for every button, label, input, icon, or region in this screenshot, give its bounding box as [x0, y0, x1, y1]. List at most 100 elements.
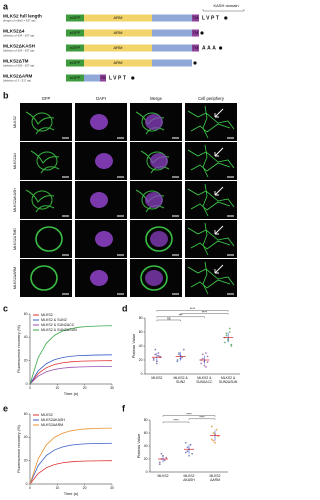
legend-label: MLKS2 & SUN2ΔSUN — [41, 328, 77, 332]
tail-seq: LVPT — [109, 76, 127, 82]
data-point — [178, 352, 180, 354]
tail-seq: AAA — [202, 46, 217, 52]
dapi-signal — [150, 153, 168, 169]
y-tick-label: 20 — [24, 359, 28, 363]
y-tick-label: 60 — [144, 431, 148, 435]
gfp-signal — [30, 150, 60, 174]
x-tick-label: 0 — [29, 486, 31, 490]
legend-label: MLKS2ΔARM — [41, 423, 63, 427]
arrow — [214, 186, 224, 196]
micrograph — [20, 220, 72, 258]
arrow — [214, 108, 224, 118]
data-point — [165, 456, 168, 459]
data-point — [215, 428, 218, 431]
x-tick-label: MLKS2 — [151, 376, 162, 380]
y-tick-label: 40 — [139, 344, 143, 348]
dapi-signal — [95, 231, 113, 247]
egfp — [66, 14, 84, 22]
sig-label: **** — [173, 419, 179, 423]
row-label: MLKS2ΔARM — [13, 267, 17, 289]
x-tick-label: SUN2 — [176, 380, 185, 384]
arrow — [214, 225, 224, 235]
egfp — [66, 44, 84, 52]
arm — [84, 44, 152, 52]
sig-bracket — [162, 415, 216, 417]
gfp-signal — [145, 226, 173, 252]
sig-label: **** — [190, 307, 196, 311]
sig-label: *** — [179, 313, 184, 317]
y-axis-label: Fluorescence recovery (%) — [16, 324, 21, 372]
column-header: Cell periphery — [198, 96, 225, 101]
legend-label: MLKS2 — [41, 413, 53, 417]
sig-label: **** — [186, 412, 192, 416]
data-point — [212, 432, 215, 434]
data-point — [201, 353, 204, 356]
data-point — [182, 348, 185, 351]
stop-mark — [200, 31, 204, 35]
y-tick-label: 80 — [139, 316, 143, 320]
egfp-label: eGFP — [70, 15, 81, 20]
x-tick-label: MLKS2 — [157, 474, 168, 478]
data-point — [205, 366, 207, 368]
dapi-signal — [145, 192, 163, 208]
series-line — [29, 325, 113, 385]
periphery-signal — [187, 261, 235, 295]
y-tick-label: 40 — [24, 435, 28, 439]
series-line — [29, 366, 113, 385]
tm — [192, 29, 199, 37]
data-point — [206, 361, 209, 363]
y-tick-label: 20 — [24, 459, 28, 463]
stop-mark — [131, 76, 135, 80]
data-point — [200, 362, 203, 365]
arrow — [214, 264, 224, 274]
x-tick-label: 20 — [83, 486, 87, 490]
data-point — [212, 439, 215, 442]
construct-name: MLKS2ΔKASH — [3, 44, 36, 49]
construct-name: MLKS2Δ4 — [3, 29, 25, 34]
tm — [192, 14, 199, 22]
y-tick-label: 20 — [144, 457, 148, 461]
x-tick-label: SUN2ΔSUN — [219, 380, 238, 384]
y-axis-label: Plateau Value — [136, 433, 141, 458]
data-point — [191, 452, 194, 455]
x-tick-label: 10 — [55, 486, 59, 490]
x-tick-label: SUN2ΔCC — [196, 380, 213, 384]
egfp — [66, 59, 84, 67]
y-tick-label: 60 — [24, 312, 28, 316]
periphery-signal — [187, 105, 235, 139]
stop-mark — [224, 16, 228, 20]
x-tick-label: 30 — [110, 486, 114, 490]
linker — [152, 59, 192, 67]
data-point — [178, 353, 180, 356]
x-axis-label: Time (s) — [64, 491, 79, 496]
arm — [84, 59, 152, 67]
dapi-signal — [90, 192, 108, 208]
egfp-label: eGFP — [70, 45, 81, 50]
egfp — [66, 74, 84, 82]
column-header: Merge — [150, 96, 163, 101]
x-tick-label: 20 — [83, 386, 87, 390]
series-line — [29, 360, 113, 385]
linker — [152, 44, 192, 52]
panel-label: f — [122, 403, 126, 413]
y-tick-label: 40 — [144, 444, 148, 448]
data-point — [176, 359, 179, 361]
data-point — [155, 362, 158, 365]
egfp-label: eGFP — [70, 75, 81, 80]
arm-label: ARM — [114, 45, 123, 50]
dapi-signal — [90, 270, 108, 286]
sig-bracket — [156, 316, 205, 318]
sig-label: ns — [167, 317, 171, 321]
data-point — [228, 331, 231, 333]
construct-note: (deletion of 624 - 637 aa) — [3, 49, 34, 53]
micrograph — [20, 142, 72, 180]
data-point — [186, 446, 189, 449]
y-tick-label: 60 — [139, 330, 143, 334]
figure: a KASH domain MLKS2 full length(length of … — [3, 1, 245, 496]
data-point — [206, 355, 209, 358]
linker — [84, 74, 100, 82]
sig-bracket — [156, 310, 229, 312]
y-tick-label: 20 — [139, 358, 143, 362]
arrow — [214, 147, 224, 157]
linker — [152, 29, 192, 37]
